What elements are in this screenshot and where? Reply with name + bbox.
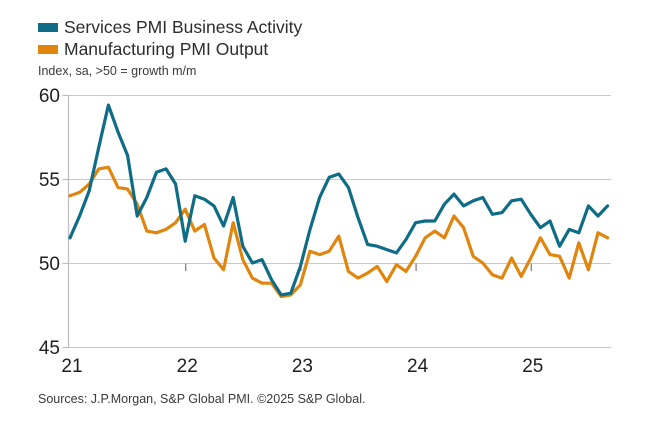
x-axis-label-23: 23 xyxy=(292,356,313,377)
chart-subtitle: Index, sa, >50 = growth m/m xyxy=(38,64,197,78)
y-axis-label-50: 50 xyxy=(39,254,60,275)
y-axis-label-60: 60 xyxy=(39,86,60,107)
legend-item-services: Services PMI Business Activity xyxy=(38,16,302,38)
gridlines xyxy=(62,94,611,349)
legend: Services PMI Business Activity Manufactu… xyxy=(38,16,302,60)
services-line xyxy=(68,103,610,297)
x-axis-label-24: 24 xyxy=(407,356,429,377)
x-axis-label-22: 22 xyxy=(177,356,198,377)
data-series xyxy=(68,103,610,299)
manufacturing-legend-swatch xyxy=(38,44,58,54)
x-axis-label-21: 21 xyxy=(61,356,82,377)
x-axis-label-25: 25 xyxy=(522,356,543,377)
services-legend-label: Services PMI Business Activity xyxy=(64,16,303,37)
source-note: Sources: J.P.Morgan, S&P Global PMI. ©20… xyxy=(38,392,366,406)
manufacturing-legend-label: Manufacturing PMI Output xyxy=(64,38,269,59)
y-axis-label-45: 45 xyxy=(39,338,60,359)
services-legend-swatch xyxy=(38,22,58,32)
y-axis-label-55: 55 xyxy=(39,170,60,191)
legend-item-manufacturing: Manufacturing PMI Output xyxy=(38,38,302,60)
manufacturing-line xyxy=(68,165,610,299)
